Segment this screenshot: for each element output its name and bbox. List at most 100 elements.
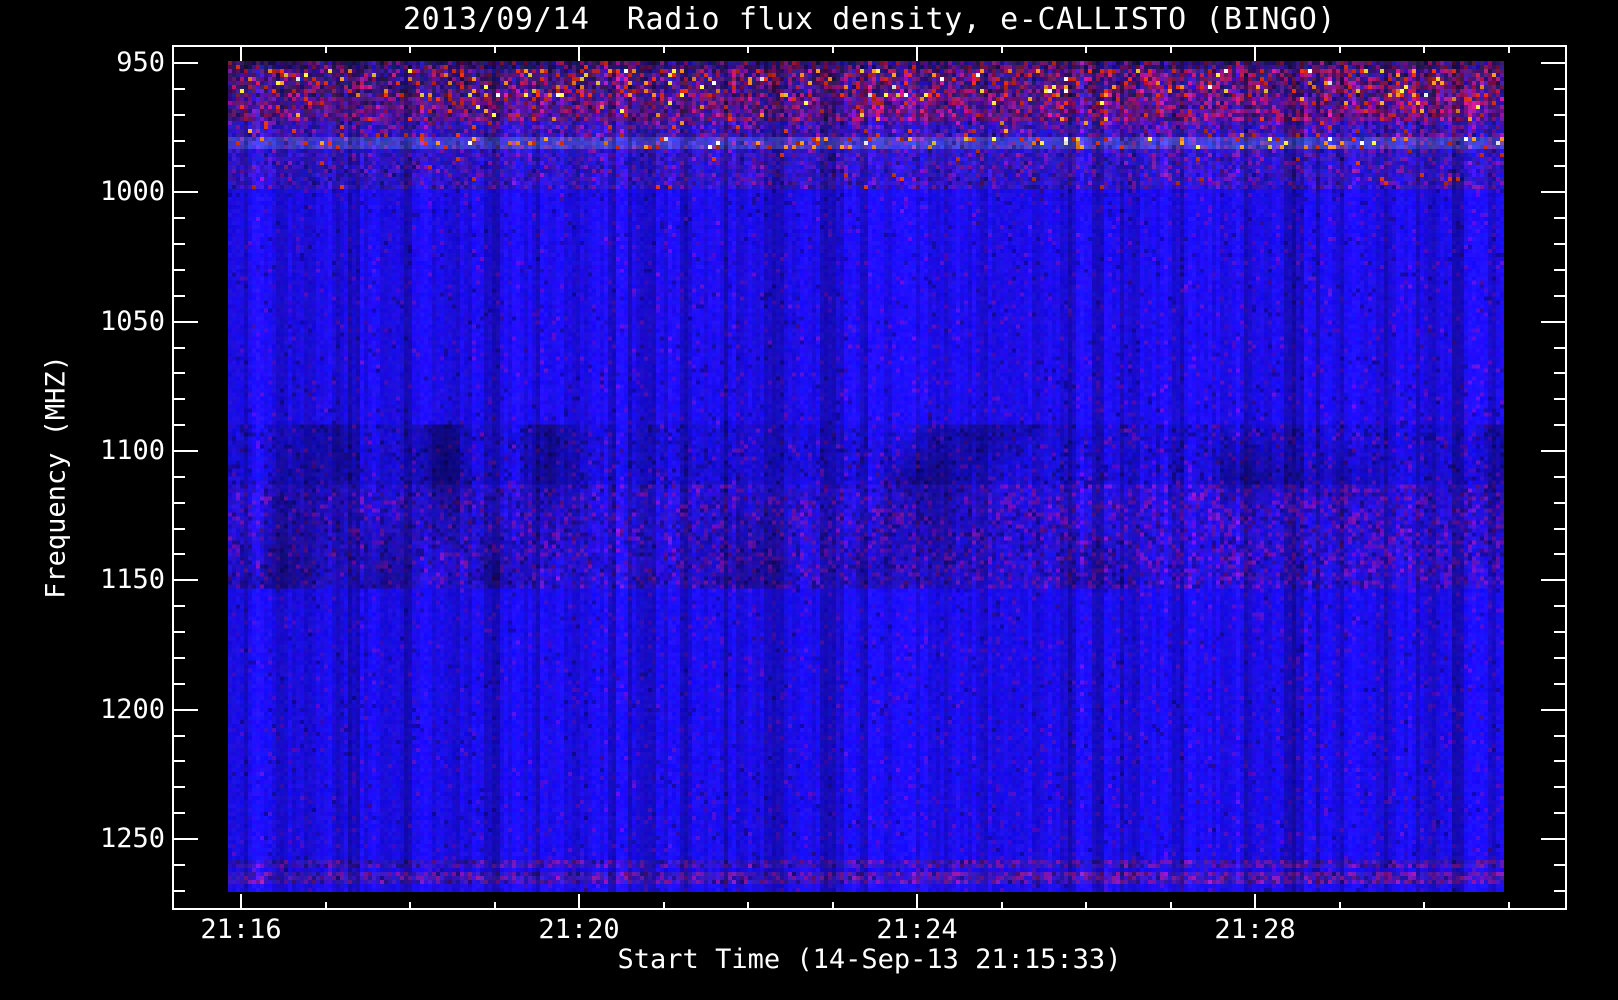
y-tick-minor xyxy=(172,398,185,400)
x-tick-minor xyxy=(1085,902,1087,910)
y-tick-label: 950 xyxy=(116,47,165,78)
y-tick-minor xyxy=(172,372,185,374)
y-tick-minor xyxy=(172,88,185,90)
y-axis-title: Frequency (MHZ) xyxy=(40,355,72,599)
x-tick-minor xyxy=(1339,45,1341,53)
y-tick-minor xyxy=(1554,347,1567,349)
y-tick-minor xyxy=(1554,243,1567,245)
y-tick-major xyxy=(1541,579,1567,581)
y-tick-major xyxy=(1541,450,1567,452)
y-tick-minor xyxy=(1554,631,1567,633)
y-tick-minor xyxy=(1554,735,1567,737)
y-tick-minor xyxy=(172,864,185,866)
y-tick-major xyxy=(172,321,198,323)
x-tick-minor xyxy=(325,902,327,910)
y-tick-major xyxy=(172,709,198,711)
y-tick-label: 1000 xyxy=(99,176,165,207)
y-tick-minor xyxy=(1554,864,1567,866)
x-tick-major xyxy=(1254,894,1256,910)
y-tick-major xyxy=(172,579,198,581)
x-tick-minor xyxy=(747,45,749,53)
x-tick-minor xyxy=(1423,45,1425,53)
y-tick-minor xyxy=(172,140,185,142)
x-tick-minor xyxy=(747,902,749,910)
y-tick-major xyxy=(172,838,198,840)
y-tick-minor xyxy=(1554,140,1567,142)
y-tick-minor xyxy=(1554,476,1567,478)
y-tick-minor xyxy=(1554,553,1567,555)
y-tick-minor xyxy=(172,347,185,349)
y-tick-minor xyxy=(1554,786,1567,788)
y-tick-label: 1050 xyxy=(99,306,165,337)
x-tick-major xyxy=(578,45,580,61)
x-tick-minor xyxy=(1508,45,1510,53)
y-tick-minor xyxy=(172,476,185,478)
x-tick-major xyxy=(1254,45,1256,61)
y-tick-minor xyxy=(1554,890,1567,892)
y-tick-label: 1100 xyxy=(99,435,165,466)
x-tick-label: 21:20 xyxy=(538,914,620,945)
y-tick-minor xyxy=(172,760,185,762)
x-tick-major xyxy=(916,45,918,61)
x-tick-minor xyxy=(1423,902,1425,910)
x-tick-major xyxy=(240,894,242,910)
y-tick-minor xyxy=(1554,398,1567,400)
y-tick-minor xyxy=(172,243,185,245)
spectrogram-heatmap xyxy=(228,61,1504,892)
x-tick-minor xyxy=(1170,902,1172,910)
x-tick-label: 21:24 xyxy=(876,914,958,945)
x-tick-minor xyxy=(494,45,496,53)
y-tick-minor xyxy=(1554,424,1567,426)
y-tick-minor xyxy=(1554,372,1567,374)
y-tick-minor xyxy=(1554,165,1567,167)
y-tick-major xyxy=(172,62,198,64)
x-tick-minor xyxy=(1001,902,1003,910)
y-tick-minor xyxy=(1554,605,1567,607)
y-tick-minor xyxy=(1554,683,1567,685)
y-tick-minor xyxy=(1554,295,1567,297)
y-tick-minor xyxy=(172,553,185,555)
y-tick-minor xyxy=(172,812,185,814)
x-tick-minor xyxy=(1001,45,1003,53)
y-tick-minor xyxy=(1554,760,1567,762)
y-tick-minor xyxy=(172,528,185,530)
x-tick-label: 21:16 xyxy=(200,914,282,945)
x-tick-minor xyxy=(409,45,411,53)
y-tick-minor xyxy=(1554,114,1567,116)
y-tick-label: 1150 xyxy=(99,564,165,595)
y-tick-minor xyxy=(172,605,185,607)
y-tick-minor xyxy=(1554,217,1567,219)
x-tick-minor xyxy=(832,45,834,53)
y-tick-minor xyxy=(172,165,185,167)
x-tick-minor xyxy=(409,902,411,910)
x-tick-major xyxy=(916,894,918,910)
x-tick-minor xyxy=(494,902,496,910)
x-tick-minor xyxy=(1085,45,1087,53)
x-tick-minor xyxy=(663,902,665,910)
x-tick-major xyxy=(578,894,580,910)
y-tick-minor xyxy=(172,269,185,271)
y-tick-major xyxy=(1541,191,1567,193)
y-tick-minor xyxy=(1554,528,1567,530)
y-tick-minor xyxy=(172,631,185,633)
y-tick-minor xyxy=(1554,88,1567,90)
y-tick-major xyxy=(172,191,198,193)
y-tick-minor xyxy=(172,502,185,504)
x-tick-major xyxy=(240,45,242,61)
x-tick-minor xyxy=(832,902,834,910)
y-tick-label: 1200 xyxy=(99,694,165,725)
x-tick-minor xyxy=(1170,45,1172,53)
y-tick-minor xyxy=(172,890,185,892)
x-tick-minor xyxy=(325,45,327,53)
plot-frame xyxy=(172,45,1567,910)
y-tick-minor xyxy=(172,424,185,426)
x-tick-minor xyxy=(1508,902,1510,910)
y-tick-minor xyxy=(172,217,185,219)
y-tick-label: 1250 xyxy=(99,823,165,854)
y-tick-minor xyxy=(172,114,185,116)
y-tick-major xyxy=(1541,62,1567,64)
y-tick-minor xyxy=(172,683,185,685)
y-tick-major xyxy=(1541,709,1567,711)
y-tick-minor xyxy=(172,786,185,788)
